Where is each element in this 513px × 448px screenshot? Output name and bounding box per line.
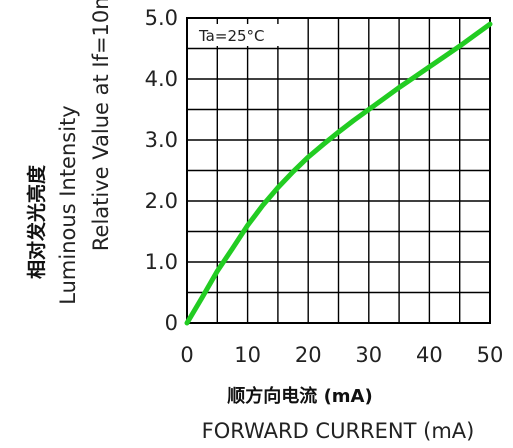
y-tick-label: 1.0 bbox=[145, 250, 178, 274]
x-tick-label: 10 bbox=[234, 343, 261, 367]
series-line bbox=[184, 21, 493, 326]
annotation-box: Ta=25°C bbox=[193, 24, 281, 46]
y-axis-label-en-line1: Luminous Intensity bbox=[56, 105, 80, 304]
y-tick-label: 0 bbox=[165, 311, 178, 335]
x-tick-label: 20 bbox=[295, 343, 322, 367]
grid bbox=[187, 18, 490, 323]
y-tick-labels: 0 1.0 2.0 3.0 4.0 5.0 bbox=[145, 6, 178, 335]
y-tick-label: 2.0 bbox=[145, 189, 178, 213]
x-tick-label: 50 bbox=[477, 343, 504, 367]
x-tick-label: 0 bbox=[180, 343, 193, 367]
y-tick-label: 4.0 bbox=[145, 67, 178, 91]
plot-frame bbox=[186, 17, 491, 324]
x-tick-label: 30 bbox=[355, 343, 382, 367]
y-axis-label-cn: 相对发光亮度 bbox=[25, 164, 48, 279]
x-axis-label-cn: 顺方向电流 (mA) bbox=[227, 385, 372, 407]
y-axis-label-en-line2: Relative Value at If=10mA bbox=[89, 0, 113, 251]
x-axis-label-en: FORWARD CURRENT (mA) bbox=[202, 419, 475, 443]
series-layer bbox=[184, 21, 493, 326]
y-tick-label: 5.0 bbox=[145, 6, 178, 30]
x-tick-labels: 0 10 20 30 40 50 bbox=[180, 343, 503, 367]
y-tick-label: 3.0 bbox=[145, 128, 178, 152]
annotation-label: Ta=25°C bbox=[198, 27, 265, 45]
x-tick-label: 40 bbox=[416, 343, 443, 367]
